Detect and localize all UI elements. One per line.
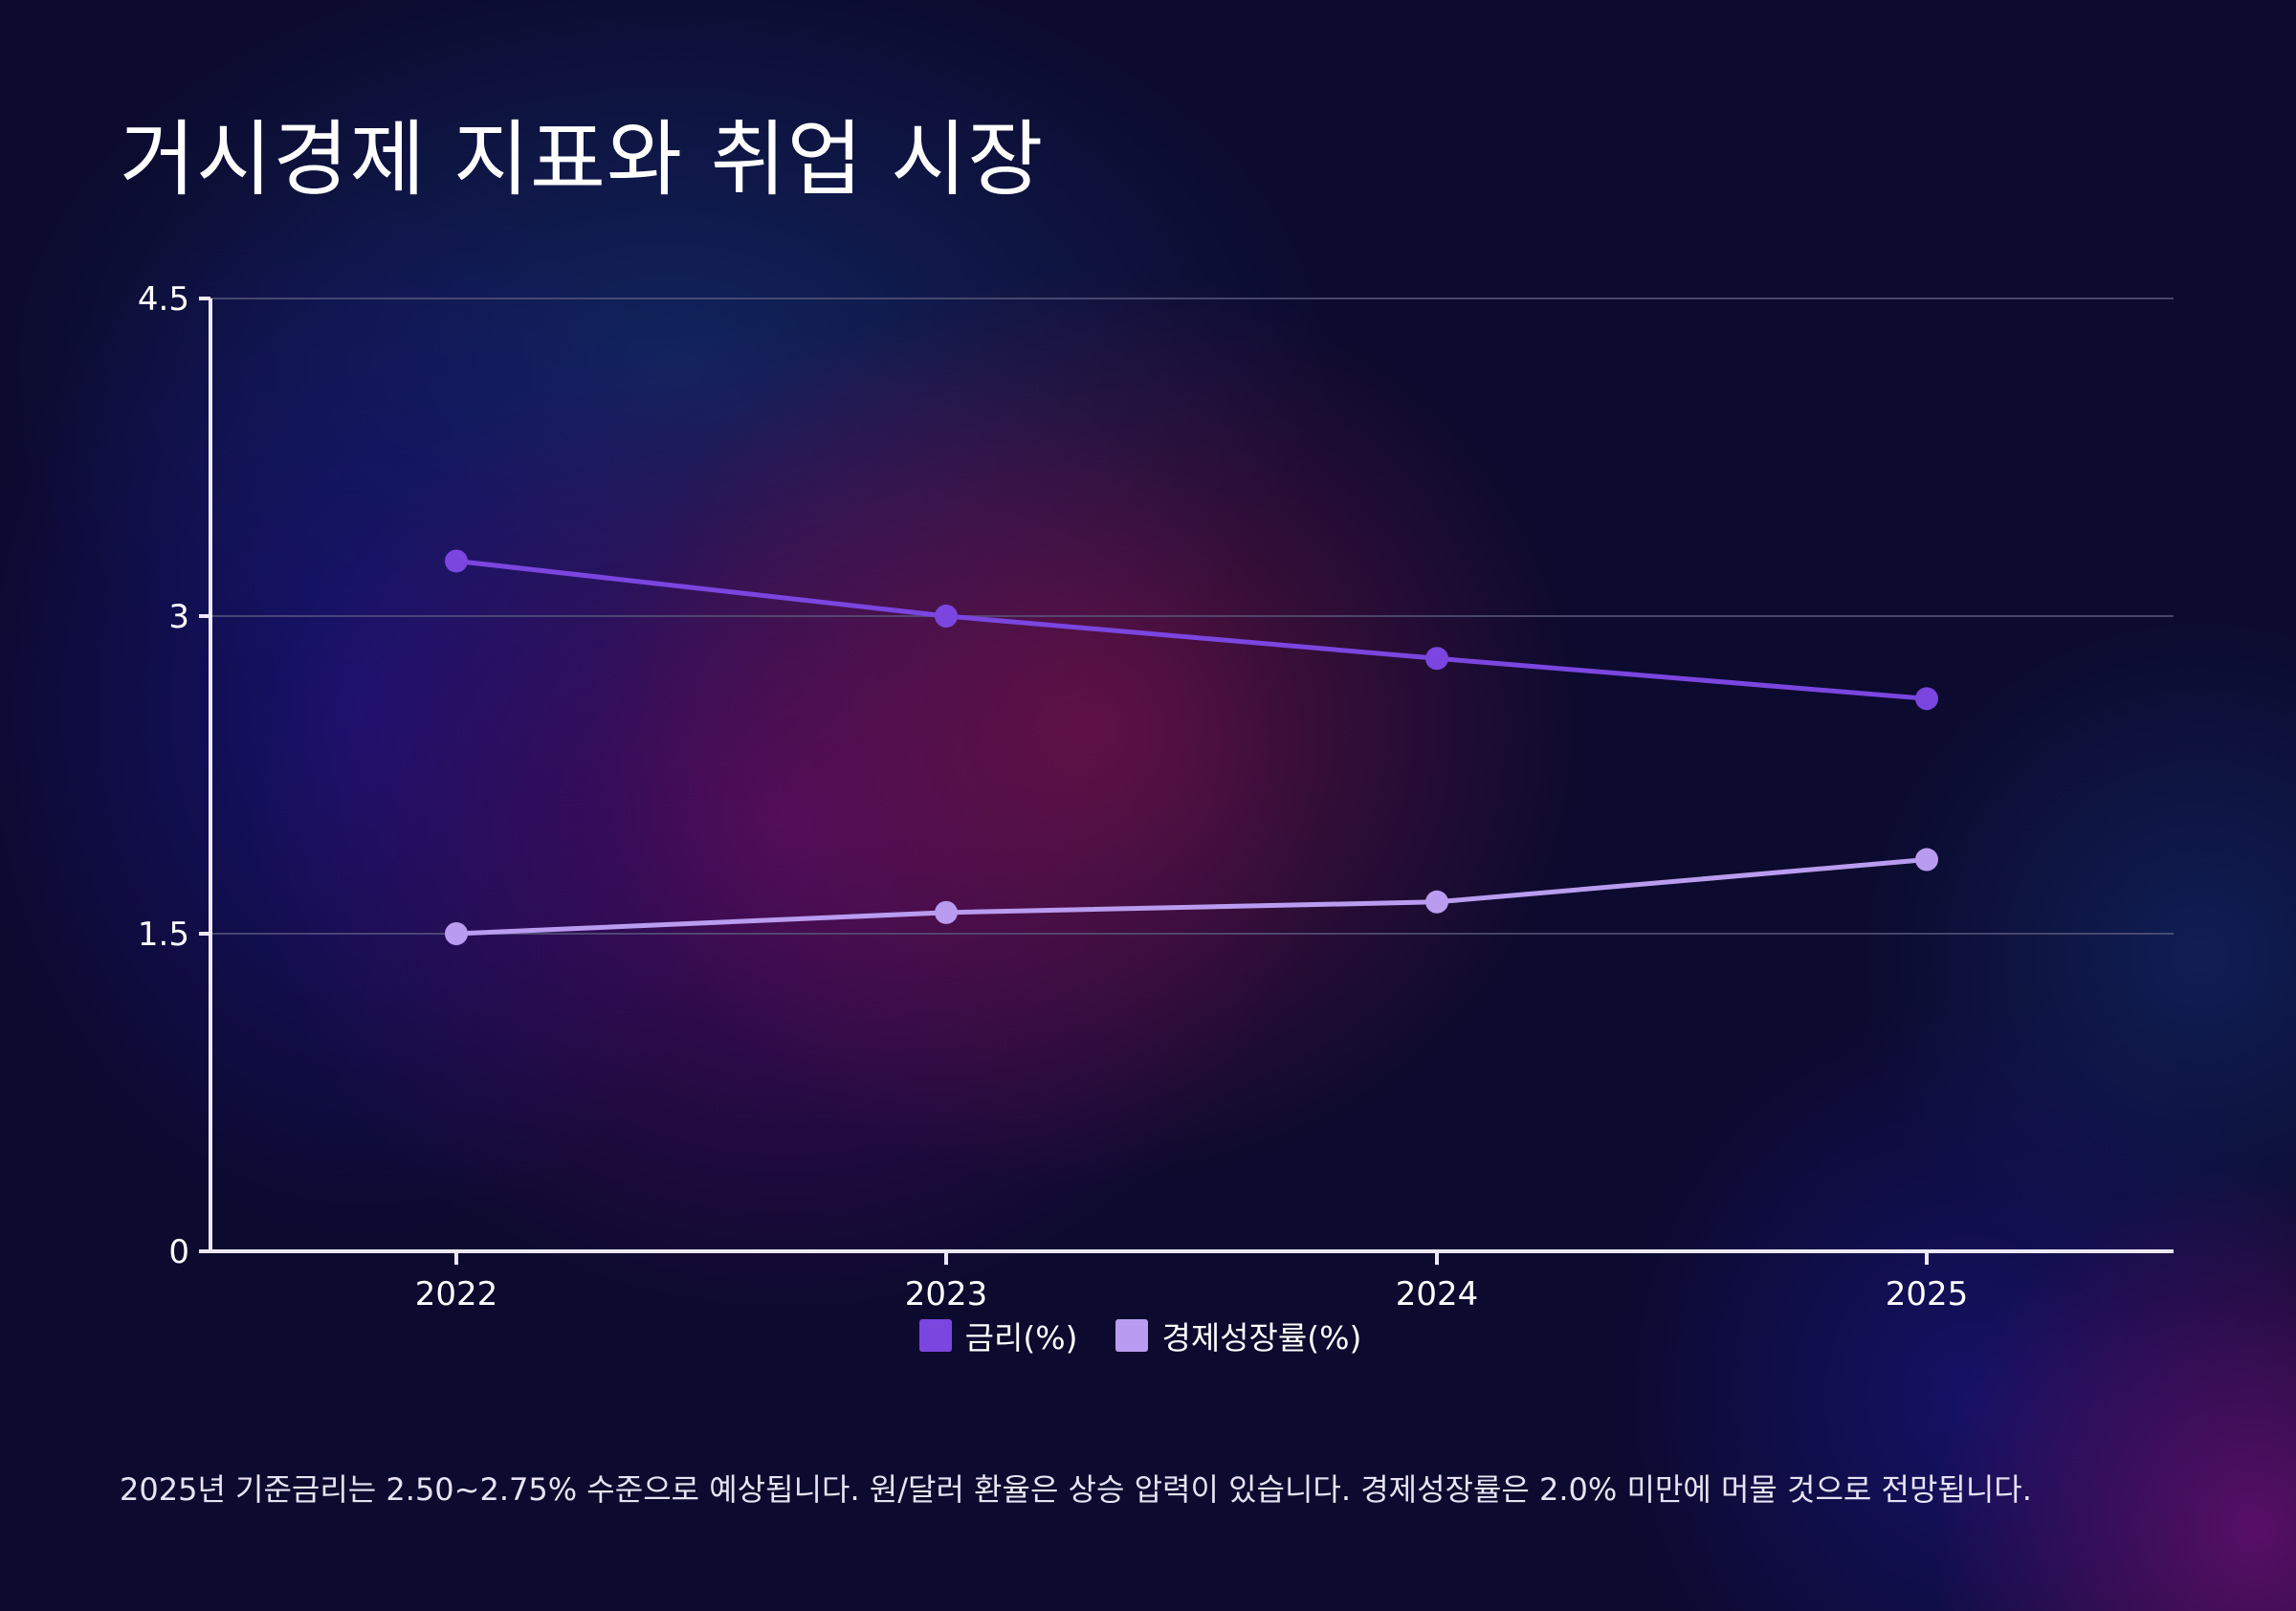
legend: 금리(%) 경제성장률(%) [0,1313,2296,1358]
y-tick-label: 3 [168,598,189,636]
legend-swatch-growth-rate [1115,1319,1149,1352]
data-point-growth-rate [935,900,958,924]
series-line-growth-rate [455,857,1928,937]
data-point-growth-rate [1915,848,1938,872]
series [445,549,1938,945]
legend-swatch-interest-rate [918,1319,952,1352]
axes [209,298,2174,1253]
chart-footnote: 2025년 기준금리는 2.50~2.75% 수준으로 예상됩니다. 원/달러 … [120,1471,2032,1508]
x-axis-ticks: 2022 2023 2024 2025 [415,1251,1969,1313]
chart-title: 거시경제 지표와 취업 시장 [120,112,1045,208]
gridlines [210,298,2174,935]
legend-item-interest-rate[interactable]: 금리(%) [918,1313,1078,1358]
legend-label-growth-rate: 경제성장률(%) [1161,1319,1362,1357]
data-point-interest-rate [1915,687,1938,711]
data-point-interest-rate [445,549,468,573]
x-tick-label: 2024 [1396,1275,1479,1313]
y-axis-ticks: 0 1.5 3 4.5 [138,280,210,1271]
data-point-growth-rate [445,922,468,945]
y-tick-label: 4.5 [138,280,189,319]
x-tick-label: 2023 [905,1275,988,1313]
legend-item-growth-rate[interactable]: 경제성장률(%) [1115,1313,1361,1358]
legend-label-interest-rate: 금리(%) [964,1319,1078,1357]
data-point-interest-rate [935,605,958,628]
x-tick-label: 2022 [415,1275,498,1313]
data-point-growth-rate [1425,890,1448,914]
x-tick-label: 2025 [1886,1275,1969,1313]
series-line-interest-rate [455,558,1928,701]
data-point-interest-rate [1425,647,1448,671]
y-tick-label: 0 [168,1233,189,1271]
y-tick-label: 1.5 [138,916,189,954]
